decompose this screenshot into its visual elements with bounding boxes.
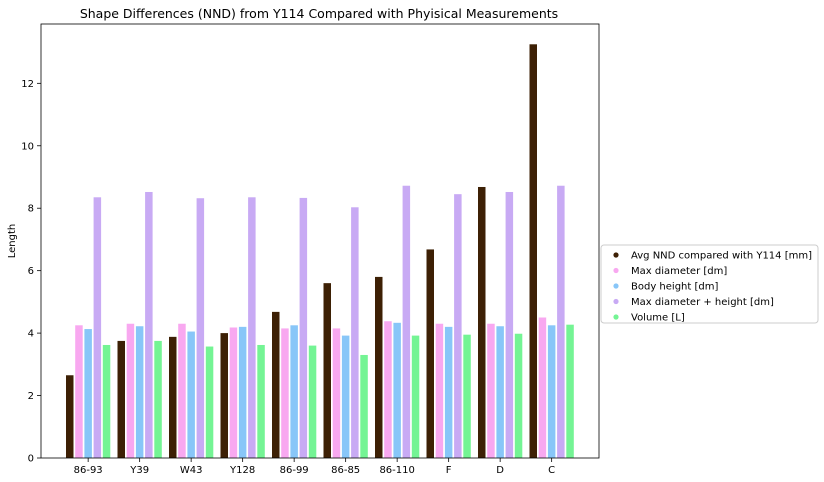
legend-entry-label: Avg NND compared with Y114 [mm] — [631, 251, 812, 262]
bar-86-99-series-4 — [308, 345, 317, 458]
x-tick-label: 86-110 — [379, 465, 414, 476]
legend: Avg NND compared with Y114 [mm] Max diame… — [600, 244, 819, 324]
bar-Y128-series-2 — [238, 326, 247, 458]
bar-86-99-series-2 — [290, 325, 298, 458]
legend-marker — [613, 267, 619, 274]
y-axis-label: Length — [7, 224, 18, 259]
legend-marker — [613, 298, 619, 305]
bar-W43-series-2 — [187, 331, 195, 458]
y-tick-label: 4 — [28, 329, 34, 340]
bar-D-series-2 — [496, 326, 504, 458]
y-tick-label: 2 — [28, 391, 34, 402]
bar-86-99-series-3 — [299, 197, 308, 458]
legend-marker — [613, 252, 619, 258]
legend-entry-label: Volume [L] — [631, 313, 685, 324]
x-tick-label: F — [446, 465, 452, 476]
bar-C-series-4 — [566, 324, 574, 458]
legend-entry-label: Body height [dm] — [631, 282, 718, 293]
bar-W43-series-3 — [196, 198, 205, 458]
bars-group — [66, 44, 574, 459]
x-tick-label: 86-93 — [74, 465, 103, 476]
bar-F-series-1 — [435, 323, 444, 458]
x-tick-label: D — [496, 465, 504, 476]
bar-F-series-3 — [454, 194, 462, 458]
bar-86-93-series-1 — [75, 325, 83, 458]
bar-Y128-series-0 — [220, 333, 228, 458]
bar-F-series-2 — [444, 326, 453, 458]
legend-box — [600, 244, 819, 324]
bar-C-series-1 — [538, 317, 547, 458]
bar-86-110-series-3 — [402, 185, 411, 459]
legend-marker — [613, 314, 619, 320]
legend-entry-label: Max diameter [dm] — [631, 266, 727, 277]
bar-F-series-4 — [463, 334, 471, 458]
y-tick-label: 6 — [28, 266, 34, 277]
bar-86-99-series-0 — [272, 311, 280, 458]
plot-area-frame — [40, 23, 600, 459]
bar-86-85-series-1 — [332, 328, 341, 458]
bar-86-110-series-2 — [393, 322, 401, 458]
x-axis: 86-93 Y39 W43 Y128 86-99 86-85 86-110 F D C — [74, 458, 555, 476]
bar-W43-series-1 — [178, 323, 186, 458]
bar-86-85-series-2 — [341, 335, 350, 458]
bar-86-93-series-0 — [66, 375, 74, 458]
x-tick-label: W43 — [180, 465, 203, 476]
bar-D-series-4 — [514, 333, 523, 458]
bar-Y39-series-2 — [135, 326, 144, 458]
bar-86-85-series-3 — [351, 207, 359, 458]
bar-D-series-3 — [505, 191, 514, 458]
x-tick-label: 86-99 — [280, 465, 309, 476]
bar-Y128-series-3 — [248, 197, 256, 458]
legend-marker — [613, 283, 619, 289]
bar-F-series-0 — [426, 249, 434, 458]
bar-Y128-series-1 — [229, 327, 238, 458]
bar-W43-series-4 — [205, 346, 214, 458]
legend-entry-label: Max diameter + height [dm] — [631, 297, 774, 308]
bar-D-series-1 — [487, 323, 495, 458]
y-tick-label: 12 — [21, 79, 34, 90]
y-tick-label: 8 — [28, 204, 34, 215]
bar-Y128-series-4 — [257, 344, 265, 458]
bar-Y39-series-1 — [126, 323, 135, 458]
bar-86-85-series-4 — [360, 354, 368, 458]
bar-86-85-series-0 — [323, 283, 331, 458]
bar-86-110-series-0 — [375, 276, 383, 458]
x-tick-label: C — [548, 465, 555, 476]
bar-W43-series-0 — [169, 336, 177, 458]
bar-C-series-3 — [557, 185, 565, 459]
x-tick-label: Y128 — [229, 465, 255, 476]
bar-86-110-series-4 — [411, 335, 420, 458]
bar-86-93-series-4 — [102, 344, 111, 458]
y-axis: 0 2 4 6 8 10 12 — [21, 79, 41, 465]
bar-Y39-series-0 — [117, 340, 125, 458]
y-tick-label: 10 — [21, 141, 34, 152]
bar-D-series-0 — [478, 186, 486, 458]
y-tick-label: 0 — [28, 454, 34, 465]
bar-C-series-2 — [547, 325, 556, 458]
x-tick-label: 86-85 — [331, 465, 360, 476]
bar-86-110-series-1 — [384, 321, 392, 458]
bar-C-series-0 — [529, 44, 537, 459]
bar-86-93-series-3 — [93, 197, 102, 458]
bar-86-99-series-1 — [281, 328, 289, 458]
chart-title: Shape Differences (NND) from Y114 Compar… — [80, 6, 558, 21]
x-tick-label: Y39 — [129, 465, 149, 476]
bar-86-93-series-2 — [84, 329, 92, 458]
bar-Y39-series-3 — [145, 191, 153, 458]
bar-Y39-series-4 — [154, 340, 162, 458]
